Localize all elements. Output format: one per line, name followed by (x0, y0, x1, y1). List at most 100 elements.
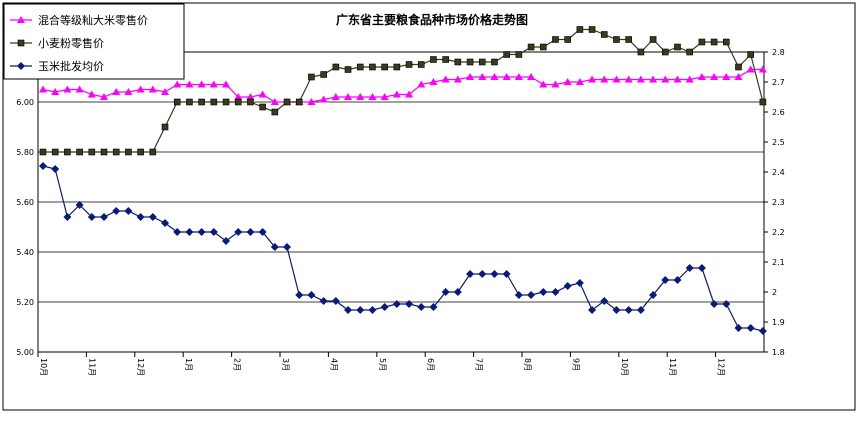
data-point-rice-retail (63, 85, 72, 93)
data-point-corn-wholesale (588, 306, 597, 314)
data-point-corn-wholesale (563, 282, 572, 290)
right-tick-label: 2.8 (772, 48, 785, 57)
data-point-wheat-flour-retail (186, 98, 193, 106)
x-axis-ticks: 10月 11月 12月 1月 2月 3月 4月 5月 6月 7月 8月 9月 10月 11月 12月 (37, 352, 726, 376)
data-point-wheat-flour-retail (503, 51, 510, 58)
data-point-wheat-flour-retail (137, 148, 144, 156)
data-point-corn-wholesale (148, 213, 157, 221)
data-point-rice-retail (100, 93, 109, 100)
data-point-wheat-flour-retail (478, 58, 486, 66)
data-point-rice-retail (258, 90, 267, 98)
series-corn-wholesale (39, 162, 767, 335)
series-wheat-flour-retail (39, 26, 767, 156)
data-point-rice-retail (270, 98, 279, 105)
data-point-wheat-flour-retail (613, 36, 620, 43)
data-point-wheat-flour-retail (356, 63, 364, 71)
data-point-wheat-flour-retail (344, 66, 352, 73)
data-point-rice-retail (319, 95, 328, 103)
data-point-wheat-flour-retail (198, 98, 205, 106)
data-point-wheat-flour-retail (247, 98, 254, 106)
data-point-wheat-flour-retail (332, 63, 340, 71)
left-tick-label: 5.40 (16, 248, 34, 257)
data-point-corn-wholesale (612, 306, 621, 314)
data-point-rice-retail (344, 93, 353, 100)
data-point-wheat-flour-retail (308, 73, 315, 81)
data-point-wheat-flour-retail (320, 71, 327, 78)
data-point-corn-wholesale (209, 228, 218, 236)
data-point-corn-wholesale (722, 300, 731, 308)
data-point-wheat-flour-retail (698, 38, 706, 46)
data-point-wheat-flour-retail (539, 43, 547, 51)
data-point-wheat-flour-retail (210, 98, 218, 106)
x-tick-label: 10月 (620, 358, 629, 376)
data-point-rice-retail (551, 80, 560, 88)
data-point-wheat-flour-retail (759, 98, 767, 106)
data-point-rice-retail (502, 73, 511, 80)
data-point-corn-wholesale (575, 279, 584, 287)
data-point-corn-wholesale (551, 288, 560, 296)
data-point-corn-wholesale (502, 270, 511, 278)
data-point-wheat-flour-retail (515, 51, 523, 58)
data-point-corn-wholesale (746, 324, 755, 332)
x-tick-label: 5月 (378, 358, 387, 371)
data-point-rice-retail (649, 75, 658, 83)
data-point-corn-wholesale (344, 306, 353, 314)
data-point-corn-wholesale (685, 264, 694, 272)
data-point-corn-wholesale (514, 291, 523, 299)
x-tick-label: 12月 (717, 358, 726, 376)
data-point-rice-retail (685, 75, 694, 83)
data-point-rice-retail (734, 73, 743, 80)
right-tick-label: 2.5 (772, 138, 785, 147)
data-point-corn-wholesale (734, 324, 743, 332)
data-point-rice-retail (624, 75, 633, 83)
data-point-rice-retail (405, 90, 414, 98)
right-tick-label: 2.6 (772, 108, 785, 117)
data-point-rice-retail (209, 80, 218, 88)
data-point-corn-wholesale (173, 228, 182, 236)
data-point-rice-retail (112, 88, 121, 95)
data-point-rice-retail (307, 98, 316, 105)
data-point-wheat-flour-retail (454, 58, 462, 66)
data-point-corn-wholesale (429, 303, 438, 311)
legend-label: 玉米批发均价 (38, 59, 104, 73)
data-point-rice-retail (87, 90, 96, 98)
data-point-wheat-flour-retail (735, 63, 742, 71)
data-point-wheat-flour-retail (442, 56, 449, 63)
data-point-corn-wholesale (392, 300, 401, 308)
data-point-corn-wholesale (673, 276, 682, 284)
data-point-corn-wholesale (539, 288, 548, 296)
data-point-wheat-flour-retail (234, 98, 242, 106)
series-lines (39, 26, 767, 335)
data-point-wheat-flour-retail (661, 48, 669, 56)
data-point-corn-wholesale (661, 276, 670, 284)
data-point-rice-retail (380, 93, 389, 100)
x-tick-label: 11月 (668, 358, 677, 376)
data-point-wheat-flour-retail (271, 108, 279, 116)
data-point-corn-wholesale (636, 306, 645, 314)
data-point-rice-retail (697, 73, 706, 80)
data-point-corn-wholesale (319, 297, 328, 305)
data-point-wheat-flour-retail (222, 98, 230, 106)
x-tick-label: 2月 (233, 358, 242, 371)
data-point-corn-wholesale (270, 243, 279, 251)
data-point-wheat-flour-retail (417, 61, 425, 68)
data-point-corn-wholesale (331, 297, 340, 305)
data-point-rice-retail (722, 73, 731, 80)
data-point-corn-wholesale (307, 291, 316, 299)
data-point-wheat-flour-retail (564, 36, 571, 43)
data-point-wheat-flour-retail (112, 148, 120, 156)
right-tick-label: 2.3 (772, 198, 785, 207)
data-point-rice-retail (441, 75, 450, 83)
data-point-corn-wholesale (112, 207, 121, 215)
data-point-corn-wholesale (710, 300, 719, 308)
data-point-wheat-flour-retail (588, 26, 596, 33)
right-tick-label: 2.4 (772, 168, 785, 177)
data-point-rice-retail (636, 75, 645, 83)
data-point-wheat-flour-retail (552, 36, 559, 43)
data-point-rice-retail (758, 65, 767, 73)
data-point-corn-wholesale (417, 303, 426, 311)
data-point-rice-retail (197, 80, 206, 88)
data-point-rice-retail (612, 75, 621, 83)
data-point-wheat-flour-retail (600, 31, 608, 38)
data-point-corn-wholesale (258, 228, 267, 236)
